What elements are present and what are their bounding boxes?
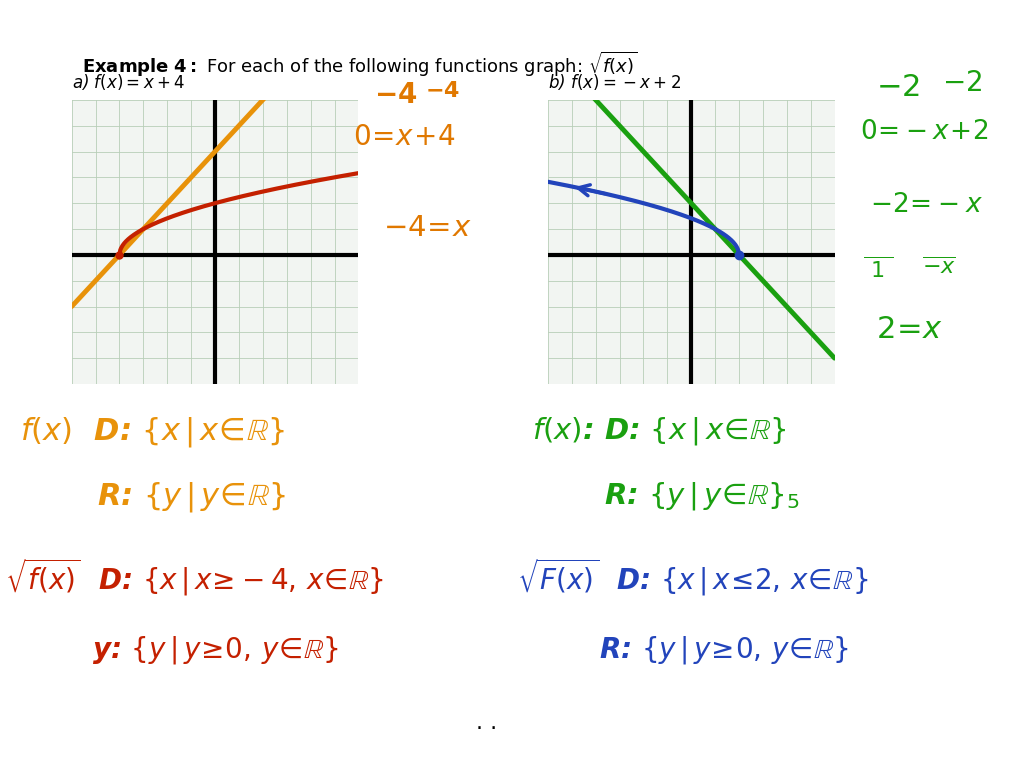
Text: b) $f(x) = -x + 2$: b) $f(x) = -x + 2$: [548, 72, 681, 92]
Text: . .: . .: [476, 713, 497, 733]
Text: $0\!=\!x\!+\!4$: $0\!=\!x\!+\!4$: [353, 123, 456, 151]
Text: $\sqrt{F(x)}$  D: $\{x\,|\,x\!\leq\!2,\,x\!\in\!\mathbb{R}\}$: $\sqrt{F(x)}$ D: $\{x\,|\,x\!\leq\!2,\,x…: [517, 557, 868, 598]
Text: $\mathbf{-4}$: $\mathbf{-4}$: [374, 81, 417, 108]
Text: $\overline{\ 1\ }$: $\overline{\ 1\ }$: [863, 257, 894, 282]
Text: R: $\{y\,|\,y\!\in\!\mathbb{R}\}$: R: $\{y\,|\,y\!\in\!\mathbb{R}\}$: [97, 480, 287, 514]
Text: $\sqrt{f(x)}$  D: $\{x\,|\,x\!\geq\!-4,\,x\!\in\!\mathbb{R}\}$: $\sqrt{f(x)}$ D: $\{x\,|\,x\!\geq\!-4,\,…: [5, 557, 384, 598]
Text: $2\!=\!x$: $2\!=\!x$: [876, 315, 943, 344]
Text: R: $\{y\,|\,y\!\geq\!0,\,y\!\in\!\mathbb{R}\}$: R: $\{y\,|\,y\!\geq\!0,\,y\!\in\!\mathbb…: [599, 634, 849, 666]
Text: $-2$: $-2$: [876, 73, 920, 102]
Text: $-2$: $-2$: [942, 69, 982, 97]
Text: a) $f(x) = x + 4$: a) $f(x) = x + 4$: [72, 72, 184, 92]
Text: $\mathbf{-4}$: $\mathbf{-4}$: [425, 81, 460, 101]
Text: $f(x)$: D: $\{x\,|\,x\!\in\!\mathbb{R}\}$: $f(x)$: D: $\{x\,|\,x\!\in\!\mathbb{R}\}…: [532, 415, 786, 447]
Text: $-2\!=\!-x$: $-2\!=\!-x$: [870, 192, 983, 218]
Text: y: $\{y\,|\,y\!\geq\!0,\,y\!\in\!\mathbb{R}\}$: y: $\{y\,|\,y\!\geq\!0,\,y\!\in\!\mathbb…: [92, 634, 339, 666]
Text: $-4\!=\!x$: $-4\!=\!x$: [383, 214, 472, 243]
Text: $\overline{-x}$: $\overline{-x}$: [922, 257, 955, 278]
Text: R: $\{y\,|\,y\!\in\!\mathbb{R}\}_{5}$: R: $\{y\,|\,y\!\in\!\mathbb{R}\}_{5}$: [604, 480, 800, 512]
Text: $0\!=\!-x\!+\!2$: $0\!=\!-x\!+\!2$: [860, 119, 989, 145]
Text: $f(x)$  D: $\{x\,|\,x\!\in\!\mathbb{R}\}$: $f(x)$ D: $\{x\,|\,x\!\in\!\mathbb{R}\}$: [20, 415, 285, 449]
Text: $\mathbf{Example\ 4:}$ For each of the following functions graph: $\sqrt{f(x)}$: $\mathbf{Example\ 4:}$ For each of the f…: [82, 50, 638, 79]
